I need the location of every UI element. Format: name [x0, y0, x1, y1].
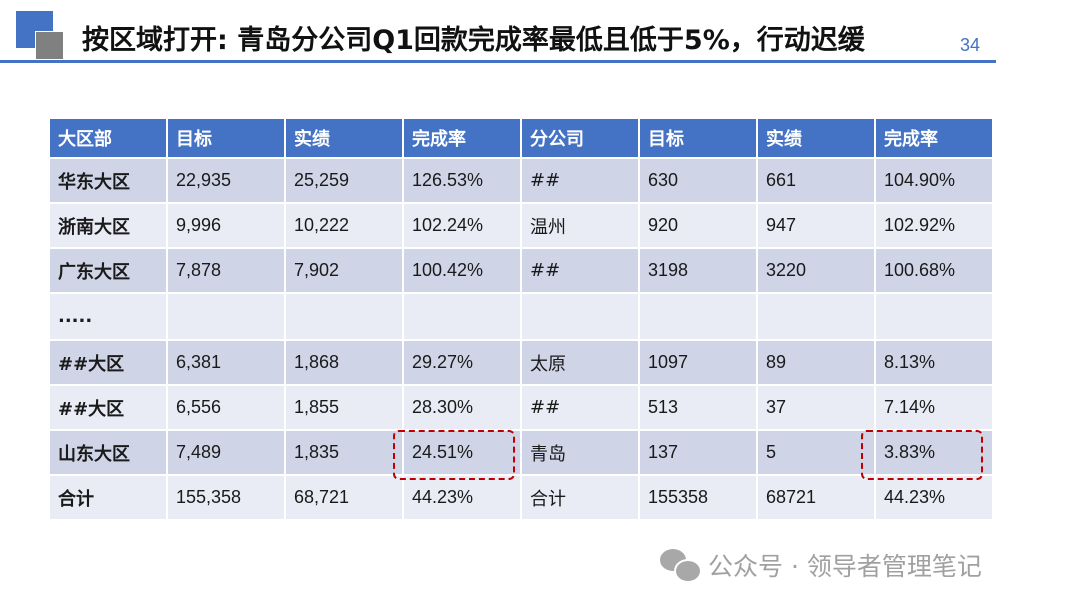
table-row: ..... [48, 292, 994, 341]
cell-b-actual: 661 [756, 157, 876, 204]
slide-title: 按区域打开: 青岛分公司Q1回款完成率最低且低于5%，行动迟缓 [82, 25, 865, 56]
cell-r-target: 7,489 [166, 429, 286, 476]
cell-r-target: 9,996 [166, 202, 286, 249]
cell-b-rate: 7.14% [874, 384, 994, 431]
cell-b-rate: 8.13% [874, 339, 994, 386]
cell-r-target: 6,381 [166, 339, 286, 386]
cell-branch [520, 292, 640, 341]
highlight-shandong-rate [393, 430, 515, 480]
cell-r-rate: 29.27% [402, 339, 522, 386]
watermark-text: 公众号 · 领导者管理笔记 [708, 552, 982, 581]
cell-r-actual: 1,855 [284, 384, 404, 431]
cell-r-rate: 126.53% [402, 157, 522, 204]
collection-rate-table: 大区部 目标 实绩 完成率 分公司 目标 实绩 完成率 华东大区 22,935 25… [48, 117, 994, 521]
table-row: 华东大区 22,935 25,259 126.53% ## 630 661 104.90% [48, 157, 994, 204]
wechat-icon [660, 549, 702, 583]
cell-b-rate: 104.90% [874, 157, 994, 204]
page-number: 34 [960, 35, 981, 55]
cell-b-target: 920 [638, 202, 758, 249]
cell-region: 广东大区 [48, 247, 168, 294]
table-row: 合计 155,358 68,721 44.23% 合计 155358 68721 44.23% [48, 474, 994, 521]
cell-r-target: 22,935 [166, 157, 286, 204]
title-divider [0, 60, 996, 63]
cell-b-actual: 68721 [756, 474, 876, 521]
cell-b-actual [756, 292, 876, 341]
cell-r-actual: 7,902 [284, 247, 404, 294]
cell-b-target [638, 292, 758, 341]
cell-b-actual: 37 [756, 384, 876, 431]
cell-branch: 温州 [520, 202, 640, 249]
table-row: 浙南大区 9,996 10,222 102.24% 温州 920 947 102.92% [48, 202, 994, 249]
cell-b-target: 1097 [638, 339, 758, 386]
cell-b-actual: 3220 [756, 247, 876, 294]
cell-region: ##大区 [48, 339, 168, 386]
cell-b-actual: 947 [756, 202, 876, 249]
cell-b-target: 3198 [638, 247, 758, 294]
table-header-row: 大区部 目标 实绩 完成率 分公司 目标 实绩 完成率 [48, 117, 994, 159]
cell-r-actual: 1,835 [284, 429, 404, 476]
cell-b-rate: 102.92% [874, 202, 994, 249]
cell-b-actual: 5 [756, 429, 876, 476]
table-row: ##大区 6,556 1,855 28.30% ## 513 37 7.14% [48, 384, 994, 431]
header-branch-actual: 实绩 [756, 117, 876, 159]
cell-b-target: 137 [638, 429, 758, 476]
cell-r-rate: 28.30% [402, 384, 522, 431]
cell-r-target [166, 292, 286, 341]
cell-r-rate: 24.51% [402, 429, 522, 476]
header-region-actual: 实绩 [284, 117, 404, 159]
cell-b-target: 155358 [638, 474, 758, 521]
header-region: 大区部 [48, 117, 168, 159]
table-row: 山东大区 7,489 1,835 24.51% 青岛 137 5 3.83% [48, 429, 994, 476]
cell-branch: ## [520, 157, 640, 204]
header-branch: 分公司 [520, 117, 640, 159]
cell-branch: 合计 [520, 474, 640, 521]
cell-r-rate [402, 292, 522, 341]
cell-b-target: 513 [638, 384, 758, 431]
cell-region: 山东大区 [48, 429, 168, 476]
cell-r-actual: 1,868 [284, 339, 404, 386]
table-row: ##大区 6,381 1,868 29.27% 太原 1097 89 8.13% [48, 339, 994, 386]
cell-region: 合计 [48, 474, 168, 521]
header-branch-target: 目标 [638, 117, 758, 159]
cell-b-actual: 89 [756, 339, 876, 386]
cell-branch: 太原 [520, 339, 640, 386]
cell-b-rate: 100.68% [874, 247, 994, 294]
cell-region: ##大区 [48, 384, 168, 431]
cell-branch: ## [520, 247, 640, 294]
cell-b-target: 630 [638, 157, 758, 204]
cell-branch: 青岛 [520, 429, 640, 476]
header-region-target: 目标 [166, 117, 286, 159]
cell-b-rate: 3.83% [874, 429, 994, 476]
cell-r-actual: 68,721 [284, 474, 404, 521]
cell-b-rate [874, 292, 994, 341]
header-region-rate: 完成率 [402, 117, 522, 159]
cell-region: 华东大区 [48, 157, 168, 204]
cell-r-actual: 25,259 [284, 157, 404, 204]
cell-r-rate: 44.23% [402, 474, 522, 521]
cell-r-actual [284, 292, 404, 341]
highlight-qingdao-rate [861, 430, 983, 480]
cell-r-target: 7,878 [166, 247, 286, 294]
cell-region: 浙南大区 [48, 202, 168, 249]
table-row: 广东大区 7,878 7,902 100.42% ## 3198 3220 100.68% [48, 247, 994, 294]
cell-region: ..... [48, 292, 168, 341]
cell-b-rate: 44.23% [874, 474, 994, 521]
header-branch-rate: 完成率 [874, 117, 994, 159]
cell-branch: ## [520, 384, 640, 431]
logo-gray-square [35, 31, 64, 60]
cell-r-actual: 10,222 [284, 202, 404, 249]
cell-r-target: 6,556 [166, 384, 286, 431]
cell-r-target: 155,358 [166, 474, 286, 521]
watermark: 公众号 · 领导者管理笔记 [660, 547, 982, 583]
cell-r-rate: 102.24% [402, 202, 522, 249]
cell-r-rate: 100.42% [402, 247, 522, 294]
